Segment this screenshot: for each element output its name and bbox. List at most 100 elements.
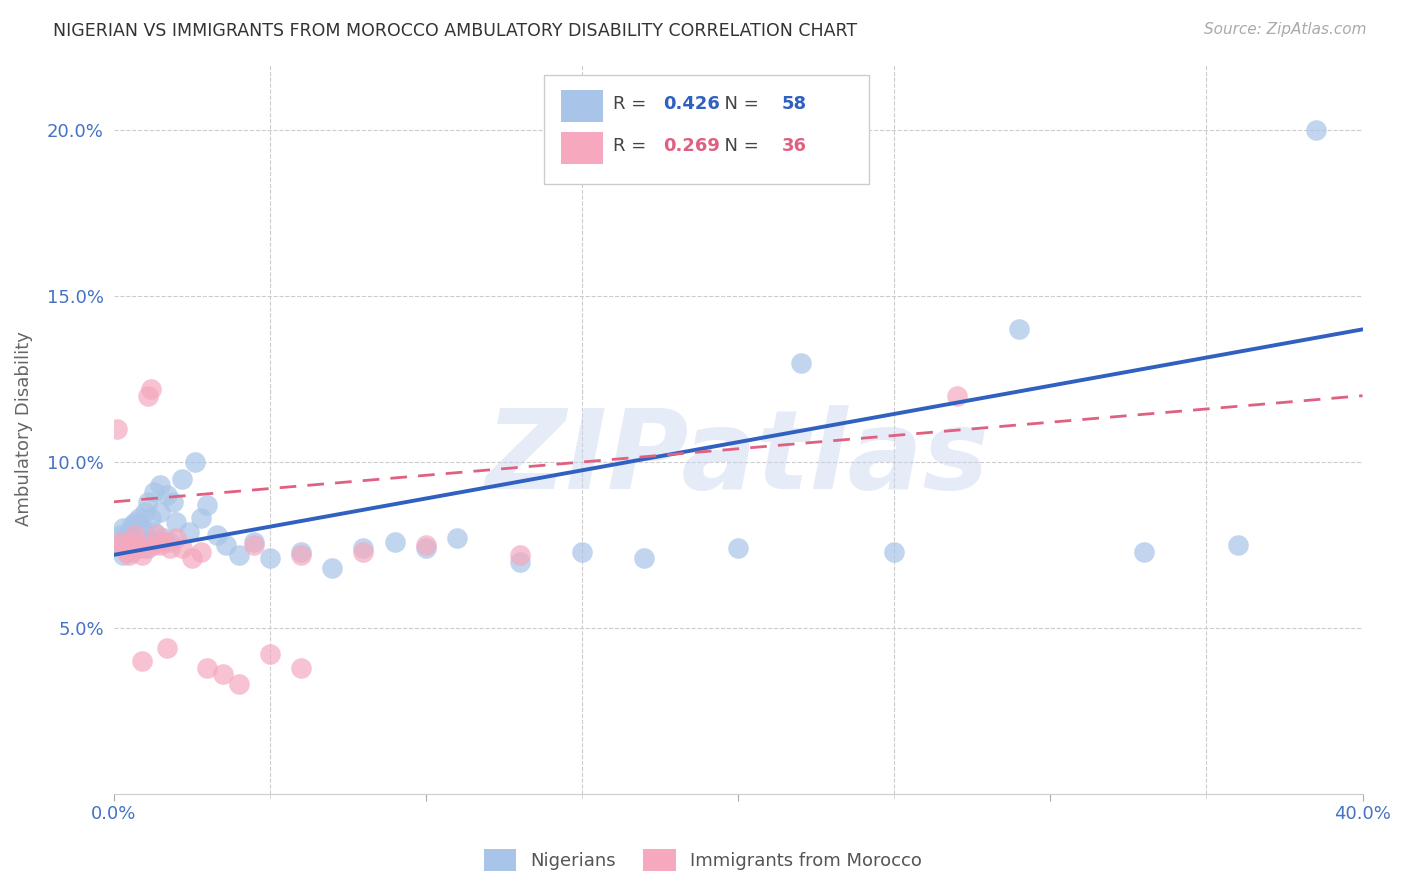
Point bbox=[352, 544, 374, 558]
Point bbox=[195, 498, 218, 512]
Point bbox=[124, 538, 146, 552]
Point bbox=[111, 521, 134, 535]
Point bbox=[259, 551, 281, 566]
Point bbox=[134, 541, 156, 556]
Point bbox=[290, 548, 312, 562]
Point bbox=[131, 521, 153, 535]
Point bbox=[124, 541, 146, 556]
Text: 36: 36 bbox=[782, 136, 807, 155]
Point bbox=[190, 511, 212, 525]
Point bbox=[259, 648, 281, 662]
Legend: Nigerians, Immigrants from Morocco: Nigerians, Immigrants from Morocco bbox=[477, 842, 929, 879]
Point bbox=[146, 534, 169, 549]
Point bbox=[139, 382, 162, 396]
Point bbox=[321, 561, 343, 575]
Text: R =: R = bbox=[613, 95, 652, 113]
Point bbox=[415, 541, 437, 556]
FancyBboxPatch shape bbox=[561, 132, 603, 164]
Point bbox=[108, 534, 131, 549]
Point bbox=[384, 534, 406, 549]
Point bbox=[134, 505, 156, 519]
Point bbox=[149, 505, 172, 519]
Point bbox=[290, 544, 312, 558]
Point bbox=[1226, 538, 1249, 552]
Point bbox=[205, 528, 228, 542]
Point bbox=[124, 528, 146, 542]
Text: Source: ZipAtlas.com: Source: ZipAtlas.com bbox=[1204, 22, 1367, 37]
Point bbox=[118, 534, 141, 549]
Point bbox=[118, 541, 141, 556]
Text: R =: R = bbox=[613, 136, 652, 155]
Point bbox=[162, 495, 184, 509]
Point bbox=[139, 534, 162, 549]
Point bbox=[118, 524, 141, 539]
Text: NIGERIAN VS IMMIGRANTS FROM MOROCCO AMBULATORY DISABILITY CORRELATION CHART: NIGERIAN VS IMMIGRANTS FROM MOROCCO AMBU… bbox=[53, 22, 858, 40]
Point bbox=[243, 538, 266, 552]
Point bbox=[165, 515, 187, 529]
Point bbox=[195, 660, 218, 674]
Point bbox=[633, 551, 655, 566]
Point bbox=[509, 555, 531, 569]
Text: 0.269: 0.269 bbox=[664, 136, 720, 155]
Point bbox=[111, 538, 134, 552]
Point bbox=[136, 541, 159, 556]
Point bbox=[883, 544, 905, 558]
Point bbox=[115, 544, 138, 558]
Point bbox=[128, 541, 150, 556]
Text: 58: 58 bbox=[782, 95, 807, 113]
Point bbox=[509, 548, 531, 562]
Point bbox=[139, 511, 162, 525]
Point bbox=[121, 544, 143, 558]
Point bbox=[121, 534, 143, 549]
Text: N =: N = bbox=[713, 95, 765, 113]
Point bbox=[945, 389, 967, 403]
Point bbox=[159, 534, 181, 549]
Point bbox=[727, 541, 749, 556]
Point bbox=[177, 524, 200, 539]
Text: 0.426: 0.426 bbox=[664, 95, 720, 113]
Point bbox=[131, 548, 153, 562]
Point bbox=[1008, 322, 1031, 336]
Point bbox=[118, 548, 141, 562]
Point bbox=[128, 511, 150, 525]
Point bbox=[105, 538, 128, 552]
FancyBboxPatch shape bbox=[544, 75, 869, 185]
Point bbox=[159, 541, 181, 556]
Point bbox=[134, 528, 156, 542]
Point bbox=[212, 667, 235, 681]
Point bbox=[152, 531, 174, 545]
Point bbox=[290, 660, 312, 674]
Point bbox=[105, 422, 128, 436]
Point bbox=[1133, 544, 1156, 558]
Point bbox=[131, 654, 153, 668]
Point bbox=[172, 472, 194, 486]
Point bbox=[149, 538, 172, 552]
Point bbox=[228, 677, 250, 691]
Point bbox=[172, 541, 194, 556]
Point bbox=[131, 534, 153, 549]
Point bbox=[190, 544, 212, 558]
Point bbox=[184, 455, 207, 469]
Point bbox=[156, 488, 179, 502]
Point bbox=[180, 551, 202, 566]
Point bbox=[215, 538, 238, 552]
Point bbox=[228, 548, 250, 562]
Point bbox=[111, 548, 134, 562]
Y-axis label: Ambulatory Disability: Ambulatory Disability bbox=[15, 332, 32, 526]
FancyBboxPatch shape bbox=[561, 90, 603, 122]
Point bbox=[156, 640, 179, 655]
Point bbox=[115, 541, 138, 556]
Point bbox=[143, 538, 166, 552]
Point bbox=[146, 528, 169, 542]
Point bbox=[352, 541, 374, 556]
Point bbox=[243, 534, 266, 549]
Point bbox=[124, 515, 146, 529]
Point bbox=[115, 531, 138, 545]
Text: ZIPatlas: ZIPatlas bbox=[486, 405, 990, 511]
Point bbox=[136, 389, 159, 403]
Point bbox=[789, 355, 811, 369]
Point bbox=[136, 495, 159, 509]
Point bbox=[152, 534, 174, 549]
Point bbox=[1305, 123, 1327, 137]
Point bbox=[128, 538, 150, 552]
